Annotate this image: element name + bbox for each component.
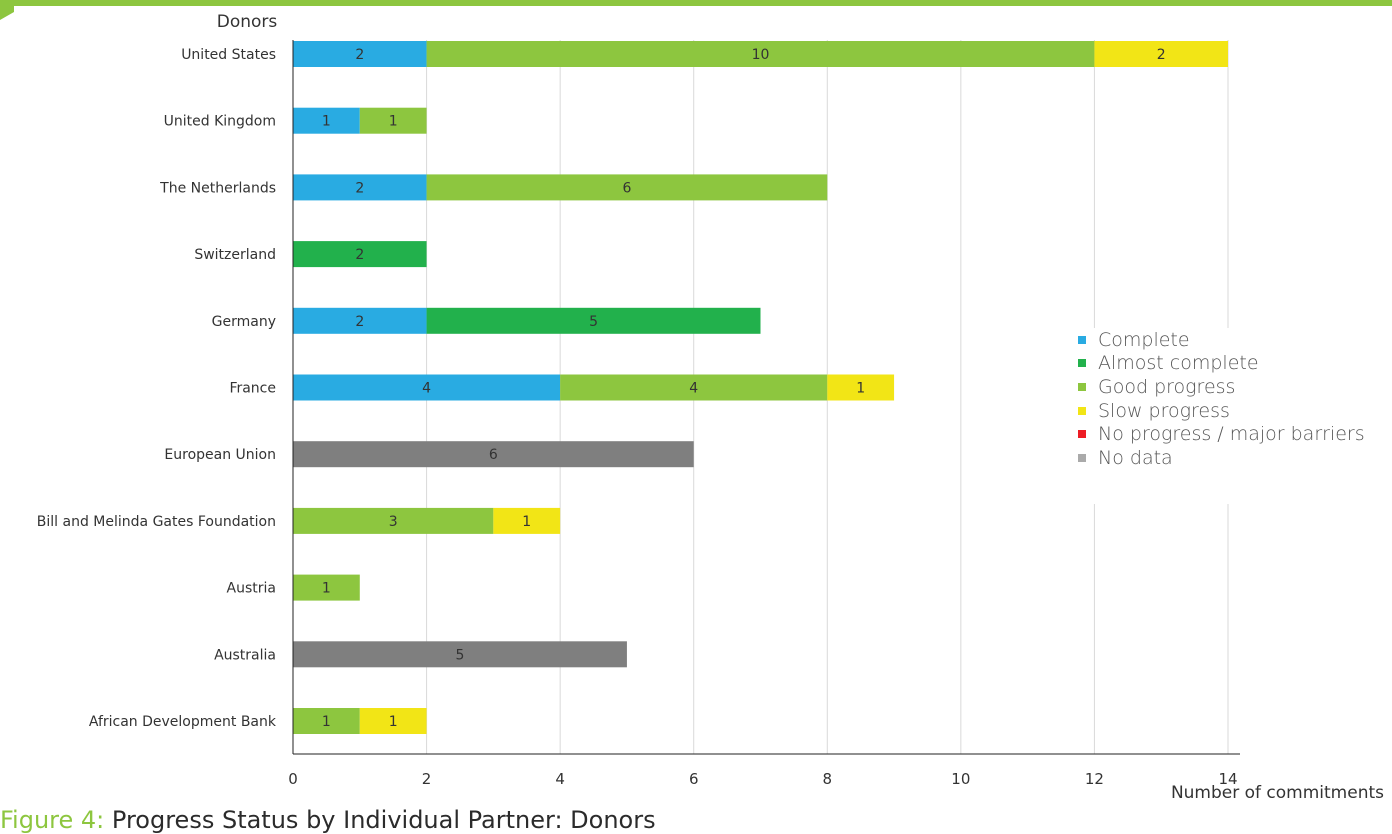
legend-label: No progress / major barriers: [1098, 423, 1365, 446]
bar-segment: [426, 41, 1095, 67]
data-label: 1: [856, 381, 865, 397]
data-label: 2: [355, 47, 364, 63]
bar-segment: [293, 507, 494, 534]
bar-segment: [426, 174, 828, 201]
data-label: 1: [389, 714, 398, 730]
x-tick-label: 6: [689, 770, 699, 788]
data-label: 2: [355, 314, 364, 330]
bar-segment: [293, 641, 627, 668]
bar-segment: [1094, 41, 1228, 67]
x-tick-label: 10: [951, 770, 970, 788]
legend-swatch: [1078, 406, 1086, 415]
category-label: Bill and Melinda Gates Foundation: [37, 514, 276, 530]
data-label: 5: [589, 314, 598, 330]
data-label: 1: [322, 714, 331, 730]
legend: Complete Almost complete Good progress Slow…: [1072, 328, 1392, 504]
legend-swatch: [1078, 430, 1086, 439]
data-label: 6: [622, 180, 631, 196]
legend-item: Good progress: [1072, 375, 1392, 399]
bar-segment: [560, 374, 828, 401]
figure-number: Figure 4:: [0, 806, 105, 834]
x-tick-label: 0: [288, 770, 298, 788]
category-label: African Development Bank: [89, 714, 277, 730]
legend-item: Almost complete: [1072, 352, 1392, 376]
bar-segment: [359, 107, 427, 134]
legend-label: No data: [1098, 446, 1173, 469]
data-label: 2: [1157, 47, 1166, 63]
bar-segment: [359, 708, 427, 734]
x-tick-label: 12: [1085, 770, 1104, 788]
data-label: 1: [389, 114, 398, 130]
data-label: 3: [389, 514, 398, 530]
bar-segment: [493, 507, 561, 534]
data-label: 6: [489, 447, 498, 463]
data-label: 1: [522, 514, 531, 530]
data-label: 10: [752, 47, 770, 63]
bar-segment: [293, 441, 694, 468]
bar-segment: [293, 107, 360, 134]
figure-caption: Figure 4: Progress Status by Individual …: [0, 806, 656, 834]
bar-segment: [827, 374, 895, 401]
legend-swatch: [1078, 382, 1086, 391]
legend-item: No progress / major barriers: [1072, 422, 1392, 446]
x-axis-title: Number of commitments: [1171, 783, 1384, 800]
bar-segment: [293, 574, 360, 601]
category-label: United Kingdom: [164, 114, 276, 130]
legend-swatch: [1078, 453, 1086, 462]
category-label: The Netherlands: [159, 180, 276, 196]
x-tick-label: 14: [1218, 770, 1237, 788]
legend-label: Almost complete: [1098, 352, 1259, 375]
legend-item: Slow progress: [1072, 399, 1392, 423]
bars: 2 10 2 1 1 2 6 2 2 5 4 4 1 6 3 1 1 5 1 1: [293, 41, 1228, 734]
legend-label: Complete: [1098, 328, 1190, 351]
data-label: 2: [355, 247, 364, 263]
legend-swatch: [1078, 335, 1086, 344]
category-label: France: [229, 381, 276, 397]
data-label: 4: [689, 381, 698, 397]
legend-swatch: [1078, 359, 1086, 368]
bar-segment: [426, 307, 761, 334]
legend-label: Slow progress: [1098, 399, 1230, 422]
category-label: Austria: [227, 581, 276, 597]
data-label: 5: [456, 647, 465, 663]
legend-item: Complete: [1072, 328, 1392, 352]
bar-segment: [293, 174, 427, 201]
bar-segment: [293, 307, 427, 334]
data-label: 1: [322, 114, 331, 130]
category-label: European Union: [164, 447, 276, 463]
y-axis-title: Donors: [217, 12, 278, 32]
bar-segment: [293, 708, 360, 734]
bar-segment: [293, 374, 561, 401]
x-tick-label: 4: [555, 770, 565, 788]
x-tick-label: 2: [422, 770, 432, 788]
bar-segment: [293, 241, 427, 268]
bar-segment: [293, 41, 427, 67]
data-label: 4: [422, 381, 431, 397]
category-label: Switzerland: [194, 247, 276, 263]
data-label: 2: [355, 180, 364, 196]
data-label: 1: [322, 581, 331, 597]
legend-item: No data: [1072, 446, 1392, 470]
category-label: United States: [181, 47, 276, 63]
category-label: Australia: [214, 647, 276, 663]
legend-label: Good progress: [1098, 375, 1236, 398]
category-label: Germany: [212, 314, 276, 330]
x-tick-label: 8: [823, 770, 833, 788]
figure-title: Progress Status by Individual Partner: D…: [111, 806, 656, 834]
top-accent-bar: [0, 0, 1392, 6]
